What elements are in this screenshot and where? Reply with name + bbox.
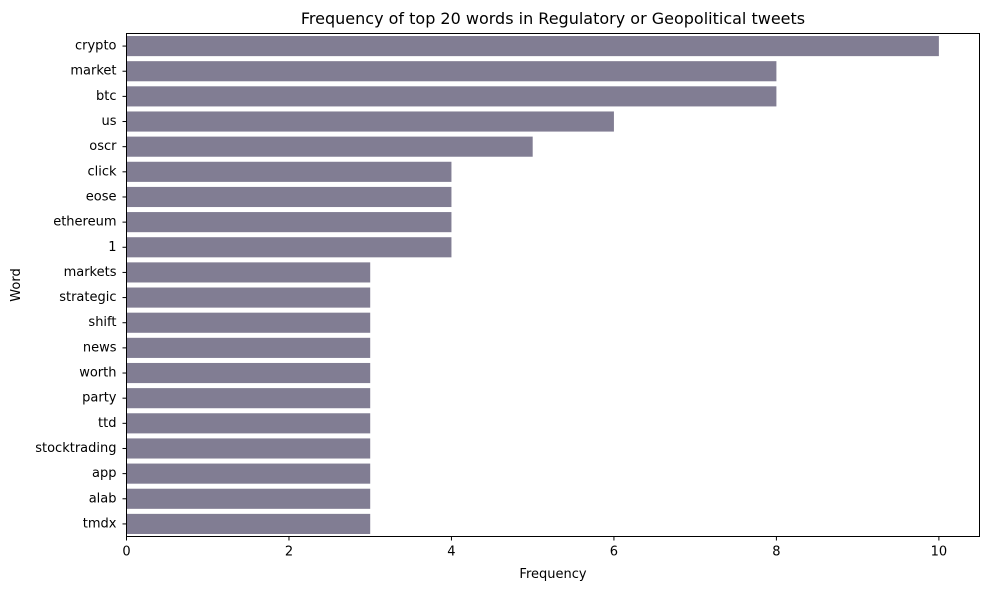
x-tick-label: 0 (122, 545, 130, 560)
y-tick-label: market (70, 64, 116, 79)
bar-news (126, 337, 371, 358)
x-axis-label: Frequency (519, 567, 586, 582)
bar-crypto (126, 36, 939, 57)
bar-btc (126, 86, 777, 107)
y-tick-label: click (87, 164, 117, 179)
plot-frame (126, 33, 980, 537)
y-tick-label: btc (96, 89, 117, 104)
bar-us (126, 111, 614, 132)
y-tick-label: news (83, 340, 117, 355)
bar-worth (126, 362, 371, 384)
y-axis-label: Word (9, 268, 24, 301)
x-tick-label: 10 (931, 545, 948, 560)
bar-tmdx (126, 513, 371, 534)
x-tick-label: 4 (447, 545, 455, 560)
x-ticks: 0 2 4 6 8 10 (122, 536, 948, 560)
bar-ethereum (126, 212, 452, 233)
y-tick-label: crypto (75, 39, 117, 54)
y-tick-label: ttd (98, 416, 116, 431)
y-ticks: crypto market btc us oscr click eose ethereum 1 m… (35, 39, 127, 531)
bar-eose (126, 186, 452, 208)
y-tick-label: oscr (89, 139, 117, 154)
x-tick-label: 8 (772, 545, 780, 560)
bar-alab (126, 488, 371, 509)
y-tick-label: tmdx (83, 516, 117, 531)
y-tick-label: shift (88, 315, 116, 330)
bar-strategic (126, 287, 371, 308)
y-tick-label: 1 (108, 240, 116, 255)
bar-shift (126, 312, 371, 333)
y-tick-label: worth (79, 366, 116, 381)
y-tick-label: us (101, 114, 116, 129)
y-tick-label: ethereum (53, 215, 116, 230)
y-tick-label: alab (89, 491, 117, 506)
x-tick-label: 6 (610, 545, 618, 560)
bar-stocktrading (126, 438, 371, 459)
y-tick-label: markets (64, 265, 117, 280)
bar-party (126, 388, 371, 409)
y-tick-label: party (82, 391, 117, 406)
y-tick-label: app (92, 466, 116, 481)
chart-title: Frequency of top 20 words in Regulatory … (301, 9, 805, 28)
bar-app (126, 463, 371, 484)
x-tick-label: 2 (285, 545, 293, 560)
bar-1 (126, 237, 452, 258)
bar-ttd (126, 413, 371, 434)
y-tick-label: stocktrading (35, 441, 116, 456)
bars-layer (126, 36, 939, 534)
bar-oscr (126, 136, 533, 157)
y-tick-label: strategic (59, 290, 116, 305)
bar-click (126, 161, 452, 182)
y-tick-label: eose (86, 189, 117, 204)
bar-markets (126, 262, 371, 283)
bar-market (126, 61, 777, 82)
